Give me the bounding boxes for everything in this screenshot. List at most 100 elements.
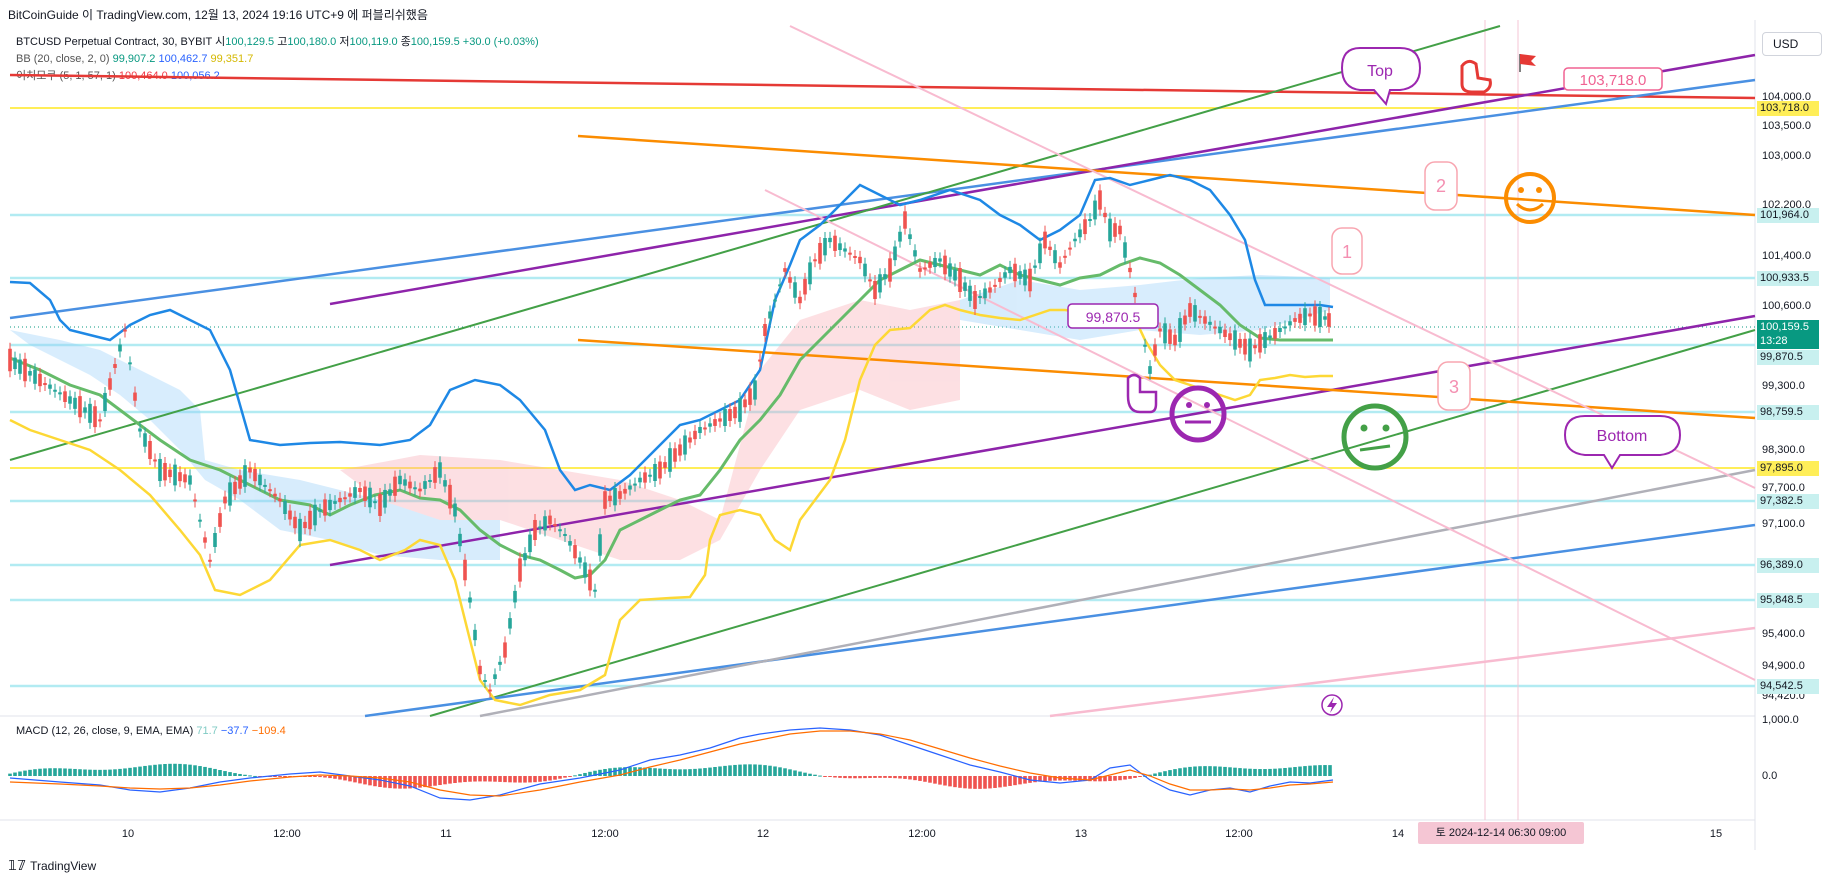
ohlc-high-label: 고 (277, 36, 288, 48)
macd-legend[interactable]: MACD (12, 26, close, 9, EMA, EMA) 71.7 −… (16, 725, 286, 737)
mid-price: 99,870.5 (1086, 309, 1141, 325)
candle (1273, 328, 1277, 339)
candle (748, 388, 752, 405)
candle (538, 526, 542, 529)
symbol-name: BTCUSD Perpetual Contract, 30, BYBIT (16, 36, 213, 48)
candle (1133, 292, 1137, 298)
candle (1148, 366, 1152, 374)
macd-bar (1078, 776, 1082, 781)
macd-bar (623, 767, 627, 776)
macd-bar (1253, 768, 1257, 776)
tradingview-logo-icon: 𝟙𝟟 (8, 858, 27, 873)
candle (153, 459, 157, 462)
macd-bar (53, 768, 57, 776)
candle (763, 323, 767, 337)
macd-bar (718, 766, 722, 776)
candle (768, 311, 772, 319)
candle (188, 475, 192, 485)
macd-bar (893, 776, 897, 779)
macd-bar (748, 764, 752, 776)
candle (93, 406, 97, 428)
candle (1063, 255, 1067, 258)
macd-bar (243, 774, 247, 776)
macd-bar (308, 776, 312, 777)
macd-bar (973, 776, 977, 789)
price-change: +30.0 (+0.03%) (462, 36, 539, 48)
macd-bar (58, 768, 62, 776)
candle (178, 472, 182, 482)
candle (1113, 223, 1117, 237)
bb-basis: 99,907.2 (112, 53, 156, 65)
candle (83, 407, 87, 413)
candle (53, 389, 57, 392)
candle (588, 569, 592, 591)
macd-bar (343, 776, 347, 781)
macd-bar (948, 776, 952, 787)
macd-hist-value: 71.7 (196, 725, 218, 737)
red-hand-icon (1460, 59, 1492, 94)
macd-bar (1278, 768, 1282, 776)
candle (818, 242, 822, 264)
macd-bar (318, 776, 322, 778)
macd-bar (1218, 766, 1222, 776)
candle (98, 419, 102, 422)
symbol-row[interactable]: BTCUSD Perpetual Contract, 30, BYBIT 시10… (16, 34, 539, 51)
macd-bar (713, 767, 717, 776)
candle (943, 255, 947, 275)
macd-bar (93, 769, 97, 776)
bb-upper-line (9, 173, 1334, 492)
macd-bar (128, 767, 132, 776)
annotation-price-callout: 103,718.0 (1563, 67, 1663, 91)
macd-tick: 1,000.0 (1762, 714, 1799, 726)
candle (1028, 268, 1032, 292)
candle (1033, 265, 1037, 268)
macd-bar (728, 765, 732, 776)
candle (173, 464, 177, 486)
candle (1313, 306, 1317, 326)
candle (323, 499, 327, 516)
macd-bar (938, 776, 942, 785)
candle (583, 562, 587, 578)
macd-bar (1223, 766, 1227, 776)
price-tick: 100,600.0 (1762, 300, 1811, 312)
time-tick: 14 (1391, 828, 1405, 840)
candle (743, 399, 747, 408)
macd-bar (998, 776, 1002, 788)
candle (303, 521, 307, 529)
candle (508, 618, 512, 629)
macd-bar (788, 769, 792, 776)
candle (403, 479, 407, 486)
macd-bar (323, 776, 327, 778)
macd-bar (73, 768, 77, 776)
macd-bar (588, 771, 592, 776)
candle (373, 501, 377, 504)
candle (1218, 326, 1222, 334)
macd-bar (173, 763, 177, 776)
time-tick: 12:00 (591, 828, 619, 840)
macd-bar (733, 764, 737, 776)
candle (1258, 334, 1262, 353)
macd-bar (983, 776, 987, 789)
macd-bar (313, 776, 317, 777)
macd-bar (478, 776, 482, 782)
macd-bar (798, 771, 802, 776)
annotation-bottom-bubble: Bottom (1563, 415, 1682, 470)
macd-bar (638, 767, 642, 776)
candle (1008, 266, 1012, 274)
macd-bar (188, 764, 192, 776)
candle (693, 430, 697, 440)
price-tick: 99,300.0 (1762, 380, 1805, 392)
macd-bar (283, 776, 287, 777)
candle (493, 674, 497, 680)
macd-bar (883, 776, 887, 778)
candle (753, 380, 757, 400)
candle (388, 489, 392, 496)
candle (1283, 326, 1287, 329)
candle (553, 524, 557, 527)
neutral-face-icon (1169, 385, 1227, 443)
macd-bar (493, 776, 497, 782)
bb-row[interactable]: BB (20, close, 2, 0) 99,907.2 100,462.7 … (16, 51, 539, 68)
footer-brand[interactable]: 𝟙𝟟 TradingView (8, 858, 96, 874)
currency-button[interactable]: USD (1762, 32, 1822, 56)
